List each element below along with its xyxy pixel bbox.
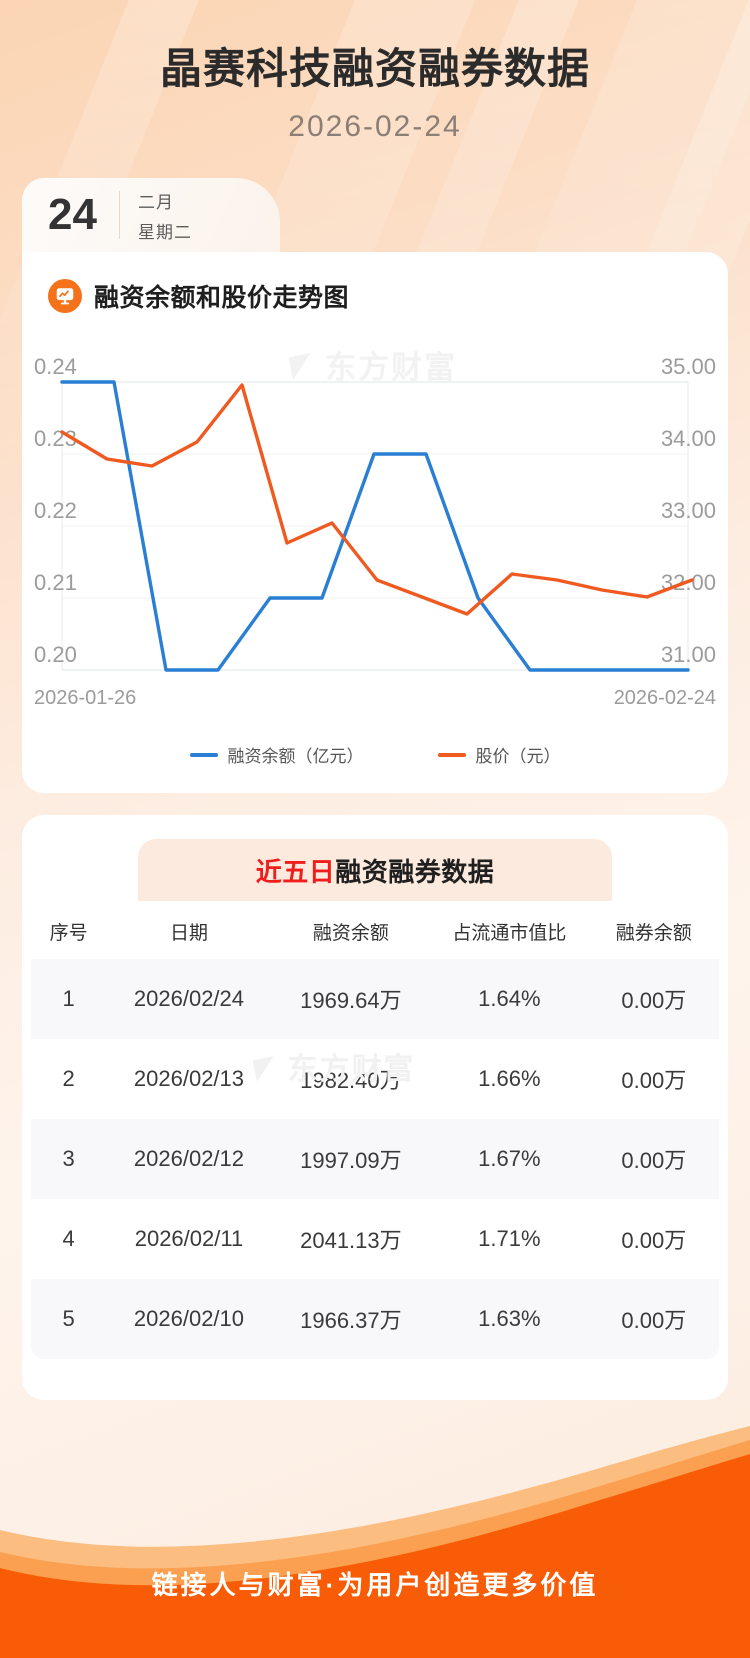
table-banner-highlight: 近五日 xyxy=(255,856,336,887)
cell-short-balance: 0.00万 xyxy=(621,1148,687,1174)
table-header-row: 序号 日期 融资余额 占流通市值比 融券余额 xyxy=(31,902,719,959)
chart-plot-area: ◤ 东方财富 0.24 0.23 0.22 xyxy=(22,340,728,740)
table-wrapper: ◤ 东方财富 序号 日期 融资余额 占流通市值比 融券余额 1 xyxy=(22,901,728,1361)
calendar-detail: 二月 星期二 xyxy=(120,188,192,243)
calendar-month: 二月 xyxy=(137,192,174,212)
right-tick-0: 35.00 xyxy=(661,354,716,379)
chart-card-header: 融资余额和股价走势图 xyxy=(22,274,728,314)
chart-x-axis-ticks: 2026-01-26 2026-02-24 xyxy=(34,687,716,709)
left-tick-2: 0.22 xyxy=(34,498,77,523)
cell-index: 4 xyxy=(62,1226,75,1252)
left-tick-4: 0.20 xyxy=(34,642,77,667)
page-title: 晶赛科技融资融券数据 xyxy=(159,45,590,92)
cell-date: 2026/02/10 xyxy=(133,1306,245,1332)
cell-margin-balance: 1969.64万 xyxy=(300,988,402,1014)
table-row: 3 2026/02/12 1997.09万 1.67% 0.00万 xyxy=(31,1119,719,1200)
chart-monitor-icon xyxy=(48,279,82,314)
footer-slogan: 链接人与财富·为用户创造更多价值 xyxy=(151,1570,599,1600)
legend-item-stock-price[interactable]: 股价（元） xyxy=(437,742,561,767)
cell-date: 2026/02/13 xyxy=(133,1066,245,1092)
column-header-short-balance: 融券余额 xyxy=(615,923,692,945)
table-card: 近五日融资融券数据 ◤ 东方财富 序号 日期 融资余额 占流通市值比 融券余额 xyxy=(22,815,728,1401)
page-footer: 链接人与财富·为用户创造更多价值 xyxy=(0,1426,750,1658)
cell-margin-balance: 1997.09万 xyxy=(300,1148,402,1174)
page-subtitle-date: 2026-02-24 xyxy=(288,110,462,144)
legend-swatch-blue xyxy=(189,752,218,757)
cell-margin-balance: 1982.40万 xyxy=(300,1068,402,1094)
legend-item-margin-balance[interactable]: 融资余额（亿元） xyxy=(189,742,364,767)
cell-date: 2026/02/24 xyxy=(133,986,245,1012)
table-row: 4 2026/02/11 2041.13万 1.71% 0.00万 xyxy=(31,1199,719,1279)
margin-trading-table: 序号 日期 融资余额 占流通市值比 融券余额 1 2026/02/24 1969… xyxy=(30,901,720,1361)
legend-label-margin-balance: 融资余额（亿元） xyxy=(227,747,364,767)
series-line-stock-price xyxy=(60,383,694,617)
table-banner-title: 近五日融资融券数据 xyxy=(256,852,495,889)
line-chart-svg: 0.24 0.23 0.22 0.21 0.20 35.00 34.00 33.… xyxy=(34,354,716,709)
page-header: 晶赛科技融资融券数据 2026-02-24 xyxy=(0,0,750,144)
legend-label-stock-price: 股价（元） xyxy=(475,747,561,767)
calendar-weekday: 星期二 xyxy=(137,222,192,242)
left-tick-0: 0.24 xyxy=(34,354,77,379)
cell-ratio: 1.66% xyxy=(478,1066,541,1092)
cell-ratio: 1.63% xyxy=(478,1306,541,1332)
table-banner: 近五日融资融券数据 xyxy=(138,839,612,902)
cell-short-balance: 0.00万 xyxy=(621,988,687,1014)
cell-date: 2026/02/12 xyxy=(133,1146,245,1172)
cell-short-balance: 0.00万 xyxy=(621,1308,687,1334)
right-tick-4: 31.00 xyxy=(661,642,716,667)
x-tick-end: 2026-02-24 xyxy=(614,687,716,709)
cell-index: 5 xyxy=(62,1306,75,1332)
calendar-badge: 24 二月 星期二 xyxy=(22,178,280,253)
table-banner-rest: 融资融券数据 xyxy=(335,856,495,887)
calendar-day: 24 xyxy=(48,190,97,240)
series-line-margin-balance xyxy=(60,380,690,673)
cell-date: 2026/02/11 xyxy=(134,1226,244,1252)
cell-ratio: 1.64% xyxy=(478,986,541,1012)
cell-short-balance: 0.00万 xyxy=(621,1228,687,1254)
cell-index: 2 xyxy=(62,1066,75,1092)
cell-margin-balance: 1966.37万 xyxy=(300,1308,402,1334)
column-header-margin-balance: 融资余额 xyxy=(312,923,389,945)
chart-legend: 融资余额（亿元） 股价（元） xyxy=(22,742,728,767)
cell-index: 1 xyxy=(62,986,75,1012)
cell-ratio: 1.67% xyxy=(478,1146,541,1172)
page-root: 晶赛科技融资融券数据 2026-02-24 24 二月 星期二 融资余额和股价走… xyxy=(0,0,750,1401)
right-tick-2: 33.00 xyxy=(661,498,716,523)
left-tick-3: 0.21 xyxy=(34,570,77,595)
legend-swatch-orange xyxy=(437,752,466,757)
chart-left-axis-ticks: 0.24 0.23 0.22 0.21 0.20 xyxy=(34,354,77,667)
chart-right-axis-ticks: 35.00 34.00 33.00 32.00 31.00 xyxy=(661,354,716,667)
chart-title: 融资余额和股价走势图 xyxy=(94,284,350,313)
cell-index: 3 xyxy=(62,1146,75,1172)
column-header-ratio: 占流通市值比 xyxy=(452,923,567,945)
column-header-index: 序号 xyxy=(49,923,88,945)
cell-ratio: 1.71% xyxy=(478,1226,541,1252)
column-header-date: 日期 xyxy=(169,923,208,945)
table-row: 1 2026/02/24 1969.64万 1.64% 0.00万 xyxy=(31,959,719,1040)
table-row: 5 2026/02/10 1966.37万 1.63% 0.00万 xyxy=(31,1279,719,1360)
x-tick-start: 2026-01-26 xyxy=(34,687,136,709)
cell-margin-balance: 2041.13万 xyxy=(300,1228,402,1254)
right-tick-1: 34.00 xyxy=(661,426,716,451)
chart-gridlines xyxy=(61,381,689,672)
calendar-divider xyxy=(118,191,120,240)
cell-short-balance: 0.00万 xyxy=(621,1068,687,1094)
table-row: 2 2026/02/13 1982.40万 1.66% 0.00万 xyxy=(31,1039,719,1119)
footer-wave-decoration xyxy=(0,1426,750,1658)
chart-card: 融资余额和股价走势图 ◤ 东方财富 xyxy=(22,252,728,794)
